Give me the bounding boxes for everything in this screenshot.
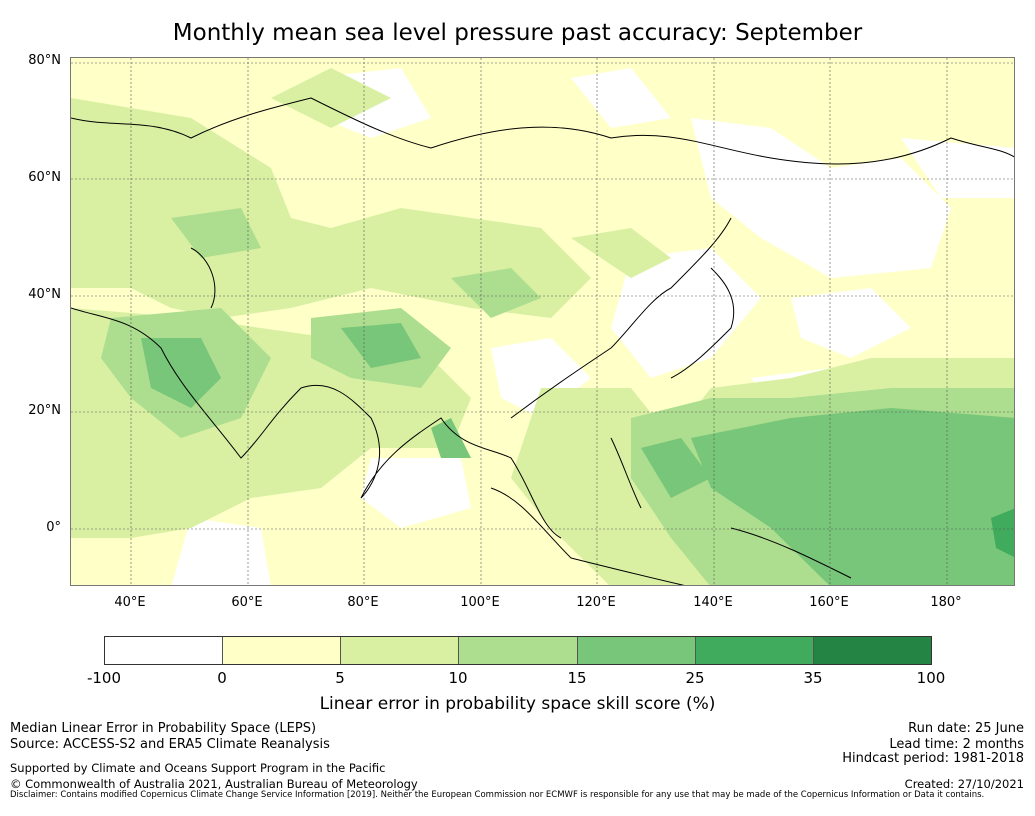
colorbar-tick: 15 <box>567 669 587 687</box>
lat-label-0: 0° <box>46 520 61 535</box>
lat-label-80n: 80°N <box>28 53 61 68</box>
colorbar-segment <box>459 637 578 664</box>
colorbar-title: Linear error in probability space skill … <box>319 694 716 714</box>
created-date: Created: 27/10/2021 <box>904 777 1024 791</box>
colorbar-tick: -100 <box>86 669 122 687</box>
colorbar-segment <box>695 637 814 664</box>
lat-label-20n: 20°N <box>28 403 61 418</box>
footer-source: Source: ACCESS-S2 and ERA5 Climate Reana… <box>10 737 330 752</box>
skill-25-35-regions <box>991 508 1014 557</box>
footer-support: Supported by Climate and Oceans Support … <box>10 761 386 775</box>
coastlines <box>71 97 1014 585</box>
colorbar-tick: 0 <box>217 669 227 687</box>
colorbar-tick: 25 <box>685 669 705 687</box>
lon-label-180: 180° <box>930 595 962 610</box>
colorbar-segment <box>577 637 696 664</box>
graticule <box>71 58 1014 585</box>
colorbar-segment <box>105 637 224 664</box>
colorbar-tick: 100 <box>916 669 946 687</box>
colorbar-tick: 5 <box>335 669 345 687</box>
skill-score-map <box>70 57 1015 586</box>
disclaimer: Disclaimer: Contains modified Copernicus… <box>10 790 985 800</box>
colorbar-tick: 10 <box>448 669 468 687</box>
lon-label-120e: 120°E <box>576 595 616 610</box>
footer-method: Median Linear Error in Probability Space… <box>10 721 317 736</box>
colorbar <box>104 636 932 665</box>
map-title: Monthly mean sea level pressure past acc… <box>172 20 863 46</box>
lon-label-160e: 160°E <box>809 595 849 610</box>
colorbar-tick: 35 <box>803 669 823 687</box>
lead-time: Lead time: 2 months <box>889 737 1024 752</box>
lon-label-40e: 40°E <box>114 595 146 610</box>
colorbar-segment <box>223 637 342 664</box>
lon-label-60e: 60°E <box>231 595 263 610</box>
footer-copyright: © Commonwealth of Australia 2021, Austra… <box>10 777 418 791</box>
lat-label-40n: 40°N <box>28 287 61 302</box>
lon-label-80e: 80°E <box>347 595 379 610</box>
lon-label-140e: 140°E <box>693 595 733 610</box>
colorbar-segment <box>341 637 460 664</box>
map-canvas <box>71 58 1014 585</box>
run-date: Run date: 25 June <box>908 721 1024 736</box>
skill-15-25-regions <box>141 323 1014 585</box>
lat-label-60n: 60°N <box>28 170 61 185</box>
hindcast-period: Hindcast period: 1981-2018 <box>842 751 1024 766</box>
lon-label-100e: 100°E <box>460 595 500 610</box>
colorbar-segment <box>813 637 931 664</box>
